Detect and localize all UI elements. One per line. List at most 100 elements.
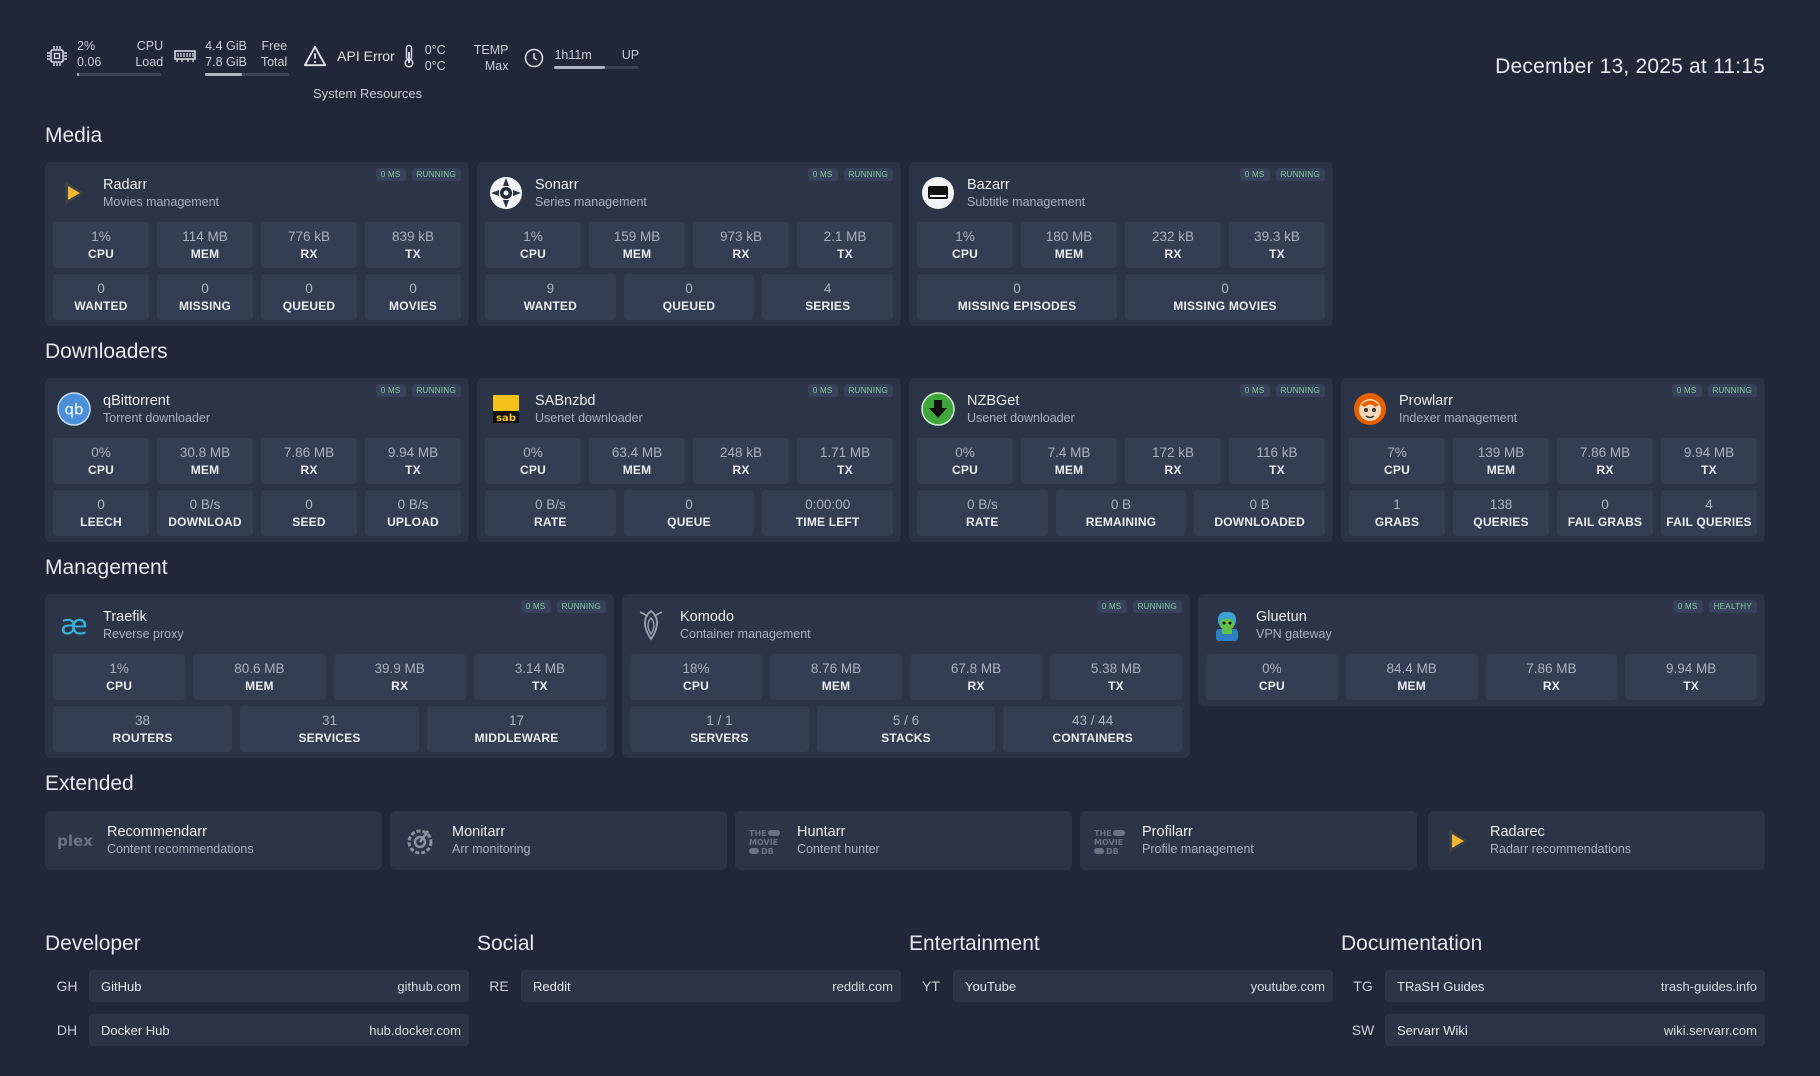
komodo-icon xyxy=(634,608,668,642)
container-stats: 1% CPU 180 MB MEM 232 kB RX 39.3 kB TX xyxy=(917,222,1325,268)
extended-card-profilarr[interactable]: THE MOVIE DB Profilarr Profile management xyxy=(1080,811,1417,870)
stat-value: 7.86 MB xyxy=(1579,445,1631,460)
bookmark-servarr-wiki[interactable]: SW Servarr Wiki wiki.servarr.com xyxy=(1341,1014,1765,1046)
stat-value: 2.1 MB xyxy=(823,229,867,244)
service-desc: Torrent downloader xyxy=(103,410,211,425)
ping-badge: 0 MS xyxy=(1239,384,1270,397)
stat-value: 1% xyxy=(955,229,975,244)
cpu-usage-bar xyxy=(77,73,161,76)
service-card-sonarr[interactable]: 0 MS RUNNING Sonarr Series management 1% CP… xyxy=(477,162,901,326)
bookmark-trash-guides[interactable]: TG TRaSH Guides trash-guides.info xyxy=(1341,970,1765,1002)
widget-fail-grabs: 0 FAIL GRABS xyxy=(1557,490,1653,536)
widget-rate: 0 B/s RATE xyxy=(485,490,616,536)
service-card-qbittorrent[interactable]: 0 MS RUNNING qb qBittorrent Torrent downlo… xyxy=(45,378,469,542)
stat-value: 1.71 MB xyxy=(819,445,871,460)
free-label: Free xyxy=(261,39,288,53)
service-card-nzbget[interactable]: 0 MS RUNNING NZBGet Usenet downloader 0% CP… xyxy=(909,378,1333,542)
svg-text:DB: DB xyxy=(761,847,774,855)
bookmark-abbr: RE xyxy=(489,978,509,994)
bookmark-docker-hub[interactable]: DH Docker Hub hub.docker.com xyxy=(45,1014,469,1046)
stat-label: RX xyxy=(732,247,750,261)
service-card-prowlarr[interactable]: 0 MS RUNNING Prowlarr Indexer management 7… xyxy=(1341,378,1765,542)
api-error-widget: API Error xyxy=(303,38,395,68)
widget-label: MISSING MOVIES xyxy=(1173,299,1277,313)
cpu-icon xyxy=(45,44,69,68)
service-card-radarr[interactable]: 0 MS RUNNING Radarr Movies management 1% CP… xyxy=(45,162,469,326)
sabnzbd-icon: sab xyxy=(489,392,523,426)
bookmark-github[interactable]: GH GitHub github.com xyxy=(45,970,469,1002)
stat-label: CPU xyxy=(683,679,709,693)
extended-name: Profilarr xyxy=(1142,824,1193,840)
plex-icon: plex xyxy=(55,824,95,858)
warning-icon xyxy=(303,44,327,68)
max-label: Max xyxy=(484,59,509,73)
stat-tx: 839 kB TX xyxy=(365,222,461,268)
stat-label: RX xyxy=(391,679,409,693)
service-desc: Movies management xyxy=(103,194,220,209)
bookmark-url: trash-guides.info xyxy=(1660,978,1757,994)
widget-label: DOWNLOADED xyxy=(1214,515,1306,529)
service-card-gluetun[interactable]: 0 MS HEALTHY Gluetun VPN gateway 0% CPU 84.… xyxy=(1198,594,1765,706)
extended-card-huntarr[interactable]: THE MOVIE DB Huntarr Content hunter xyxy=(735,811,1072,870)
stat-label: CPU xyxy=(520,463,546,477)
service-card-bazarr[interactable]: 0 MS RUNNING Bazarr Subtitle management 1%… xyxy=(909,162,1333,326)
stat-rx: 7.86 MB RX xyxy=(1485,654,1618,700)
stat-cpu: 1% CPU xyxy=(917,222,1013,268)
system-resources: 2% 0.06 CPU Load 4.4 GiB 7.8 GiB Free Total xyxy=(45,38,649,78)
status-badge: RUNNING xyxy=(843,168,893,181)
stat-mem: 30.8 MB MEM xyxy=(157,438,253,484)
service-card-komodo[interactable]: 0 MS RUNNING Komodo Container management 1… xyxy=(622,594,1190,758)
stat-label: MEM xyxy=(1397,679,1426,693)
status-badge: RUNNING xyxy=(1707,384,1757,397)
svg-text:THE: THE xyxy=(749,829,767,838)
widget-label: WANTED xyxy=(523,299,577,313)
stat-value: 9.94 MB xyxy=(1665,661,1717,676)
stat-label: TX xyxy=(405,463,421,477)
widget-label: ROUTERS xyxy=(112,731,173,745)
extended-name: Radarec xyxy=(1490,824,1545,840)
stat-label: TX xyxy=(1701,463,1717,477)
cpu-load: 0.06 xyxy=(77,55,102,69)
widget-label: UPLOAD xyxy=(387,515,439,529)
widget-label: MIDDLEWARE xyxy=(474,731,559,745)
stat-value: 67.8 MB xyxy=(950,661,1002,676)
widget-missing-movies: 0 MISSING MOVIES xyxy=(1125,274,1325,320)
extended-card-recommendarr[interactable]: plex Recommendarr Content recommendations xyxy=(45,811,382,870)
stat-cpu: 7% CPU xyxy=(1349,438,1445,484)
ping-badge: 0 MS xyxy=(807,384,838,397)
stat-label: CPU xyxy=(1384,463,1410,477)
service-card-sabnzbd[interactable]: 0 MS RUNNING sab SABnzbd Usenet downloader… xyxy=(477,378,901,542)
widget-stats: 1 / 1 SERVERS 5 / 6 STACKS 43 / 44 CONTAINE… xyxy=(630,706,1183,752)
widget-middleware: 17 MIDDLEWARE xyxy=(427,706,606,752)
widget-value: 0:00:00 xyxy=(805,497,851,512)
stat-cpu: 1% CPU xyxy=(53,222,149,268)
stat-rx: 973 kB RX xyxy=(693,222,789,268)
nzbget-icon xyxy=(921,392,955,426)
stat-label: RX xyxy=(1596,463,1614,477)
extended-card-monitarr[interactable]: Monitarr Arr monitoring xyxy=(390,811,727,870)
widget-routers: 38 ROUTERS xyxy=(53,706,232,752)
widget-servers: 1 / 1 SERVERS xyxy=(630,706,809,752)
svg-text:sab: sab xyxy=(496,413,516,424)
stat-value: 0% xyxy=(523,445,543,460)
stat-label: MEM xyxy=(1054,247,1084,261)
service-name: Sonarr xyxy=(535,176,579,193)
widget-stats: 0 WANTED 0 MISSING 0 QUEUED 0 MOVIES xyxy=(53,274,461,320)
container-stats: 0% CPU 30.8 MB MEM 7.86 MB RX 9.94 MB TX xyxy=(53,438,461,484)
extended-desc: Arr monitoring xyxy=(452,842,531,856)
clock-icon xyxy=(522,46,546,70)
widget-upload: 0 B/s UPLOAD xyxy=(365,490,461,536)
widget-value: 0 xyxy=(97,497,105,512)
section-management: Management xyxy=(45,556,168,579)
extended-card-radarec[interactable]: Radarec Radarr recommendations xyxy=(1428,811,1765,870)
total-label: Total xyxy=(260,55,288,69)
status-badge: RUNNING xyxy=(411,168,461,181)
widget-value: 4 xyxy=(1705,497,1713,512)
stat-tx: 1.71 MB TX xyxy=(797,438,893,484)
stat-tx: 116 kB TX xyxy=(1229,438,1325,484)
bookmark-youtube[interactable]: YT YouTube youtube.com xyxy=(909,970,1333,1002)
service-card-traefik[interactable]: 0 MS RUNNING æ Traefik Reverse proxy 1% CPU… xyxy=(45,594,614,758)
bookmark-reddit[interactable]: RE Reddit reddit.com xyxy=(477,970,901,1002)
service-name: NZBGet xyxy=(967,392,1020,409)
status-badge: RUNNING xyxy=(411,384,461,397)
